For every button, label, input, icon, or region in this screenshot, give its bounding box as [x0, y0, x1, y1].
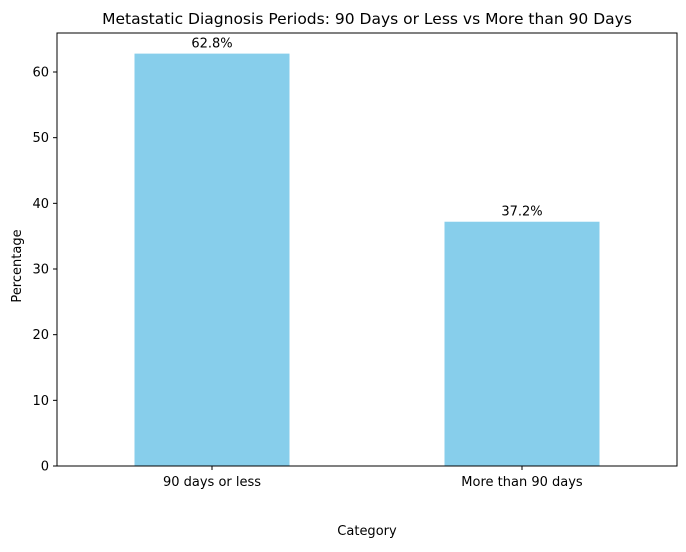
- bars: [134, 53, 600, 466]
- y-tick-label: 60: [32, 66, 49, 81]
- x-tick-label: 90 days or less: [163, 475, 261, 490]
- chart-title: Metastatic Diagnosis Periods: 90 Days or…: [102, 10, 632, 28]
- y-tick-label: 10: [32, 394, 49, 409]
- y-tick-label: 30: [32, 263, 49, 278]
- bar-data-label: 62.8%: [191, 37, 232, 52]
- bar-data-label: 37.2%: [501, 205, 542, 220]
- y-tick-label: 20: [32, 328, 49, 343]
- bar: [134, 53, 290, 466]
- x-axis-label: Category: [337, 524, 397, 539]
- bar: [444, 221, 600, 466]
- bar-data-labels: 62.8% 37.2%: [191, 37, 542, 220]
- y-tick-label: 40: [32, 197, 49, 212]
- x-tick-label: More than 90 days: [461, 475, 583, 490]
- x-axis: 90 days or less More than 90 days: [163, 466, 583, 490]
- y-axis-label: Percentage: [10, 229, 25, 302]
- y-tick-label: 50: [32, 131, 49, 146]
- plot-frame: [56, 32, 678, 467]
- y-tick-label: 0: [41, 460, 49, 475]
- y-axis: 0 10 20 30 40 50 60: [32, 66, 57, 475]
